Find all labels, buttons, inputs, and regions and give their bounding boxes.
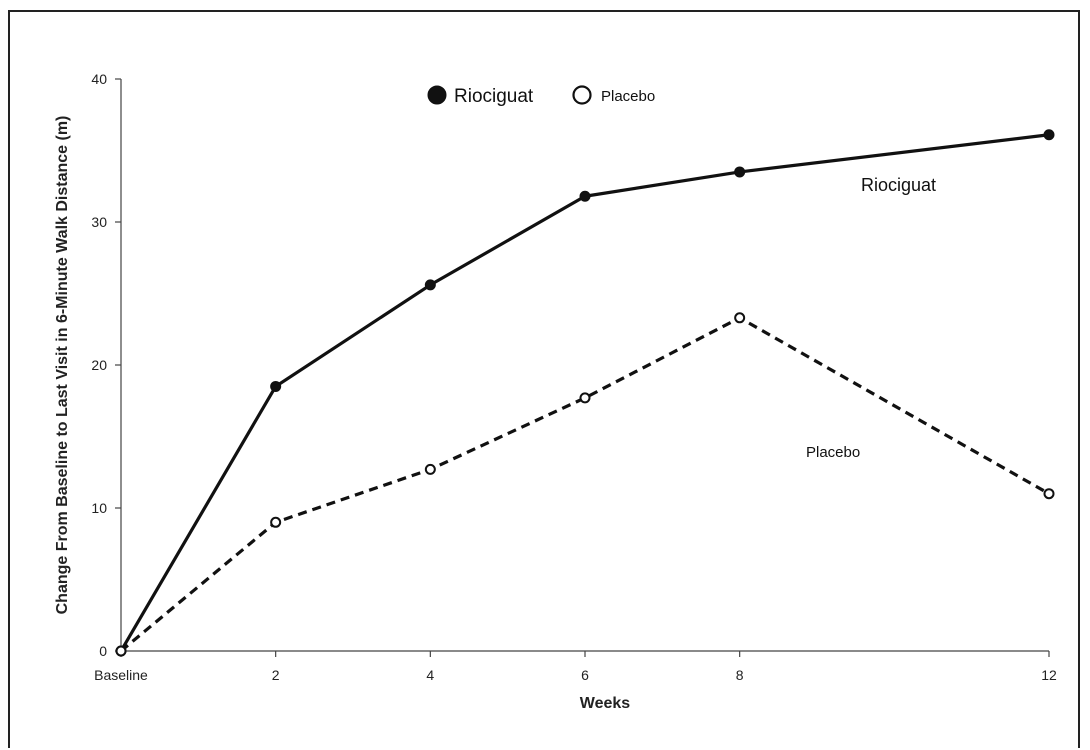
x-tick-label: 2 (272, 667, 280, 683)
legend-marker-placebo (572, 85, 592, 105)
series-placebo (115, 312, 1055, 657)
y-axis-title: Change From Baseline to Last Visit in 6-… (54, 116, 71, 615)
x-axis-title: Weeks (580, 695, 631, 712)
annotation-placebo: Placebo (806, 444, 860, 461)
data-point-riociguat (1043, 129, 1055, 141)
data-point-riociguat (270, 380, 282, 392)
data-point-placebo (579, 392, 591, 404)
y-tick-label: 10 (91, 500, 107, 516)
y-tick-label: 30 (91, 214, 107, 230)
labels: Riociguat Placebo (806, 175, 936, 461)
x-tick-label: Baseline (94, 667, 148, 683)
data-point-placebo (734, 312, 746, 324)
x-tick-label: 4 (426, 667, 434, 683)
legend-marker-riociguat (427, 85, 447, 105)
y-tick-label: 40 (91, 71, 107, 87)
data-point-placebo (1043, 488, 1055, 500)
y-tick-label: 0 (99, 643, 107, 659)
data-point-riociguat (579, 190, 591, 202)
figure-frame (8, 10, 1080, 748)
axes: 0 10 20 30 40 Baseline 2 4 6 8 12 Weeks Change From … (54, 71, 1057, 712)
legend-label-placebo: Placebo (601, 88, 655, 105)
x-tick-label: 6 (581, 667, 589, 683)
legend-label-riociguat: Riociguat (454, 86, 534, 107)
x-tick-label: 8 (736, 667, 744, 683)
annotation-riociguat: Riociguat (861, 175, 936, 195)
data-point-riociguat (734, 166, 746, 178)
data-point-riociguat (424, 279, 436, 291)
series-line-placebo (119, 316, 1050, 653)
data-point-placebo (270, 516, 282, 528)
x-tick-label: 12 (1041, 667, 1057, 683)
legend: Riociguat Placebo (427, 85, 655, 107)
series-layer (115, 129, 1055, 657)
data-point-placebo (115, 645, 127, 657)
y-tick-label: 20 (91, 357, 107, 373)
data-point-placebo (424, 463, 436, 475)
series-line-riociguat (119, 133, 1050, 652)
